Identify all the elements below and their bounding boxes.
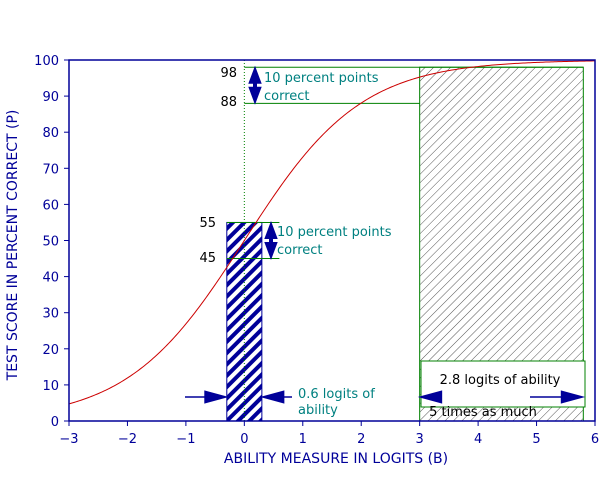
y-axis-ticks: 0 10 20 30 40 50 60 70 80 90 100 [34, 54, 69, 430]
x-tick-label: 2 [357, 432, 365, 447]
annotation-box-large [420, 360, 586, 408]
x-axis-ticks: −3 −2 −1 0 1 2 3 4 5 6 [59, 421, 599, 447]
x-tick-label: 4 [474, 432, 482, 447]
y-tick-label: 80 [42, 126, 59, 141]
y-tick-label: 10 [42, 379, 59, 394]
annotation-pp-upper-line2: correct [264, 89, 310, 104]
x-tick-label: −3 [59, 432, 78, 447]
value-label-45: 45 [199, 251, 216, 266]
value-label-88: 88 [220, 95, 237, 110]
y-tick-label: 90 [42, 90, 59, 105]
y-axis-title: TEST SCORE IN PERCENT CORRECT (P) [5, 110, 21, 382]
x-tick-label: 6 [591, 432, 599, 447]
y-tick-label: 100 [34, 54, 59, 69]
annotation-times-much: 5 times as much [429, 405, 537, 420]
x-tick-label: 1 [299, 432, 307, 447]
annotation-arrows [185, 65, 586, 404]
annotation-pp-upper-line1: 10 percent points [264, 71, 379, 86]
arrow-left-icon [417, 390, 443, 404]
arrow-left-icon [259, 390, 285, 404]
vertical-double-arrow [248, 65, 262, 105]
x-tick-label: 5 [532, 432, 540, 447]
y-tick-label: 0 [51, 415, 59, 430]
y-tick-label: 60 [42, 198, 59, 213]
logistic-curve [68, 60, 596, 405]
y-tick-label: 70 [42, 162, 59, 177]
vertical-double-arrow [264, 221, 278, 260]
x-tick-label: −1 [176, 432, 195, 447]
x-axis-title: ABILITY MEASURE IN LOGITS (B) [224, 451, 448, 467]
value-label-55: 55 [199, 216, 216, 231]
y-tick-label: 50 [42, 235, 59, 250]
y-tick-label: 30 [42, 307, 59, 322]
value-label-98: 98 [220, 66, 237, 81]
arrow-right-icon [560, 390, 586, 404]
annotation-ability-small-line1: 0.6 logits of [298, 387, 375, 402]
x-tick-label: 3 [416, 432, 424, 447]
y-tick-label: 40 [42, 271, 59, 286]
annotation-pp-lower-line2: correct [277, 243, 323, 258]
annotation-ability-large: 2.8 logits of ability [440, 373, 561, 388]
x-tick-label: −2 [118, 432, 137, 447]
annotation-ability-small-line2: ability [298, 403, 338, 418]
arrow-right-icon [204, 390, 229, 404]
annotation-pp-lower-line1: 10 percent points [277, 225, 392, 240]
y-tick-label: 20 [42, 343, 59, 358]
x-tick-label: 0 [240, 432, 248, 447]
